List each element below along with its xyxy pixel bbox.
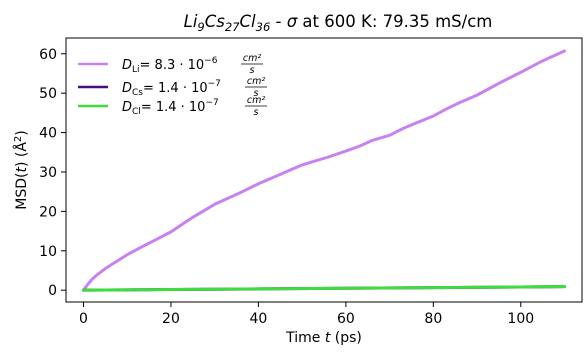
legend: DLi= 8.3 · 10−6 cm² s DCs= 1.4 · 10−7 cm… [78, 53, 267, 118]
x-tick-label: 20 [162, 311, 180, 327]
y-axis-label: MSD(t) (Å2) [13, 130, 30, 210]
chart-title: Li9Cs27Cl36 - σ at 600 K: 79.35 mS/cm [184, 12, 493, 34]
y-tick-label: 0 [48, 283, 57, 299]
series-line-cl [81, 285, 567, 292]
legend-unit-num-li: cm² [243, 53, 261, 64]
legend-entry-li: DLi= 8.3 · 10−6 cm² s [78, 53, 263, 76]
y-tick-label: 30 [39, 165, 57, 181]
x-tick-label: 0 [79, 311, 88, 327]
legend-entry-cs: DCs= 1.4 · 10−7 cm² s [78, 76, 267, 99]
legend-label-cs: DCs= 1.4 · 10−7 [122, 79, 221, 98]
x-tick-label: 100 [507, 311, 534, 327]
legend-unit-num-cs: cm² [247, 76, 265, 87]
legend-label-cl: DCl= 1.4 · 10−7 [122, 98, 219, 117]
plot-frame [65, 37, 583, 303]
y-tick-label: 60 [39, 47, 57, 63]
legend-entry-cl: DCl= 1.4 · 10−7 cm² s [78, 95, 267, 118]
x-tick-label: 80 [424, 311, 442, 327]
legend-unit-den-cs: s [254, 88, 259, 99]
legend-unit-den-cl: s [254, 107, 259, 118]
series-layer [81, 49, 567, 292]
y-tick-label: 40 [39, 126, 57, 142]
y-tick-label: 20 [39, 204, 57, 220]
legend-label-li: DLi= 8.3 · 10−6 [122, 56, 218, 75]
legend-unit-num-cl: cm² [247, 95, 265, 106]
legend-unit-den-li: s [250, 65, 255, 76]
series-line-li [81, 49, 567, 292]
x-axis-label: Time t (ps) [285, 330, 362, 346]
x-tick-label: 60 [337, 311, 355, 327]
y-tick-label: 50 [39, 86, 57, 102]
y-tick-label: 10 [39, 244, 57, 260]
x-tick-label: 40 [249, 311, 267, 327]
tick-layer: 0 20 40 60 80 100 0 10 20 30 40 50 60 [39, 47, 534, 327]
